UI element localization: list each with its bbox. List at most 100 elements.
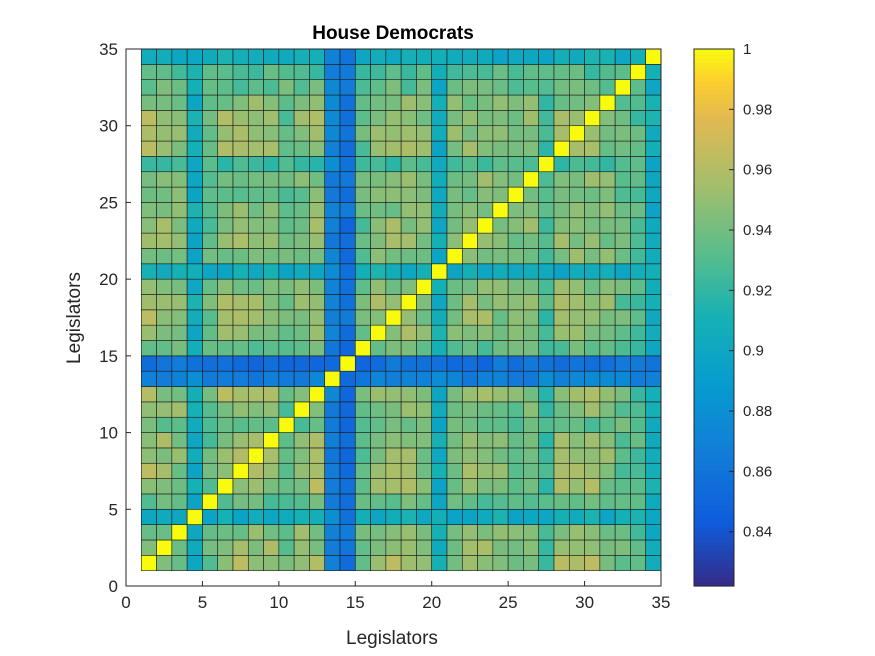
heatmap-cell <box>431 432 448 449</box>
heatmap-cell <box>599 156 616 173</box>
heatmap-cell <box>416 202 433 219</box>
heatmap-cell <box>446 217 463 234</box>
heatmap-cell <box>278 386 295 403</box>
heatmap-cell <box>293 140 310 157</box>
heatmap-cell <box>645 64 662 80</box>
heatmap-cell <box>140 309 157 326</box>
heatmap-cell <box>278 340 295 357</box>
heatmap-cell <box>324 324 341 341</box>
heatmap-cell <box>431 79 448 96</box>
heatmap-cell <box>385 524 402 541</box>
heatmap-cell <box>186 140 203 157</box>
heatmap-cell <box>385 217 402 234</box>
colorbar-segment <box>694 527 734 533</box>
colorbar-segment <box>694 554 734 560</box>
heatmap-cell <box>293 79 310 96</box>
heatmap-cell <box>400 125 417 142</box>
heatmap-cell <box>217 79 234 96</box>
heatmap-cell <box>293 263 310 280</box>
heatmap-cell <box>492 555 509 571</box>
heatmap-cell <box>584 309 601 326</box>
x-tick-label: 25 <box>499 593 518 612</box>
heatmap-cell <box>630 248 647 265</box>
heatmap-cell <box>553 370 570 387</box>
heatmap-cell <box>354 370 371 387</box>
heatmap-cell <box>186 263 203 280</box>
heatmap-cell <box>645 217 662 234</box>
heatmap-cell <box>202 370 219 387</box>
heatmap-cell <box>140 94 157 111</box>
heatmap-cell <box>247 386 264 403</box>
heatmap-cell <box>202 493 219 510</box>
heatmap-cell <box>156 508 173 525</box>
heatmap-cell <box>614 202 631 219</box>
heatmap-cell <box>400 79 417 96</box>
heatmap-cell <box>630 309 647 326</box>
heatmap-cell <box>568 248 585 265</box>
heatmap-cell <box>385 79 402 96</box>
colorbar-segment <box>694 487 734 493</box>
heatmap-cell <box>553 340 570 357</box>
heatmap-cell <box>446 110 463 127</box>
heatmap-cell <box>217 386 234 403</box>
heatmap-cell <box>614 79 631 96</box>
heatmap-cell <box>263 493 280 510</box>
heatmap-cell <box>630 447 647 464</box>
heatmap-cell <box>446 156 463 173</box>
heatmap-cell <box>202 171 219 188</box>
heatmap-cell <box>507 324 524 341</box>
heatmap-cell <box>568 110 585 127</box>
colorbar-segment <box>694 138 734 144</box>
heatmap-cell <box>278 370 295 387</box>
heatmap-cell <box>477 248 494 265</box>
colorbar-segment <box>694 514 734 520</box>
colorbar-segment <box>694 84 734 90</box>
heatmap-cell <box>416 539 433 556</box>
heatmap-cell <box>614 125 631 142</box>
heatmap-cell <box>568 493 585 510</box>
heatmap-cell <box>171 386 188 403</box>
colorbar-segment <box>694 290 734 296</box>
heatmap-cell <box>186 79 203 96</box>
heatmap-cell <box>416 416 433 433</box>
heatmap-cell <box>217 447 234 464</box>
colorbar-segment <box>694 236 734 243</box>
heatmap-cell <box>309 94 326 111</box>
heatmap-cell <box>186 94 203 111</box>
heatmap-cell <box>263 340 280 357</box>
heatmap-cell <box>492 416 509 433</box>
heatmap-cell <box>247 278 264 295</box>
heatmap-cell <box>263 248 280 265</box>
heatmap-cell <box>599 340 616 357</box>
colorbar-segment <box>694 160 734 166</box>
heatmap-cell <box>339 432 356 449</box>
heatmap-cell <box>263 432 280 449</box>
heatmap-cell <box>553 539 570 556</box>
heatmap-cell <box>492 478 509 495</box>
heatmap-cell <box>354 294 371 311</box>
heatmap-cell <box>400 248 417 265</box>
heatmap-cell <box>553 171 570 188</box>
heatmap-cell <box>247 186 264 203</box>
colorbar-segment <box>694 424 734 430</box>
heatmap-cell <box>416 324 433 341</box>
heatmap-cell <box>614 416 631 433</box>
heatmap-cell <box>630 340 647 357</box>
heatmap-cell <box>630 94 647 111</box>
heatmap-cells <box>140 48 662 571</box>
heatmap-cell <box>385 462 402 479</box>
heatmap-cell <box>645 125 662 142</box>
heatmap-cell <box>385 48 402 65</box>
heatmap-cell <box>507 110 524 127</box>
heatmap-cell <box>599 386 616 403</box>
heatmap-cell <box>217 355 234 372</box>
heatmap-cell <box>339 217 356 234</box>
heatmap-cell <box>461 524 478 541</box>
y-tick-label: 15 <box>99 347 118 366</box>
heatmap-cell <box>202 432 219 449</box>
heatmap-cell <box>599 524 616 541</box>
heatmap-cell <box>339 539 356 556</box>
heatmap-cell <box>339 232 356 249</box>
heatmap-cell <box>156 294 173 311</box>
colorbar-segment <box>694 156 734 162</box>
